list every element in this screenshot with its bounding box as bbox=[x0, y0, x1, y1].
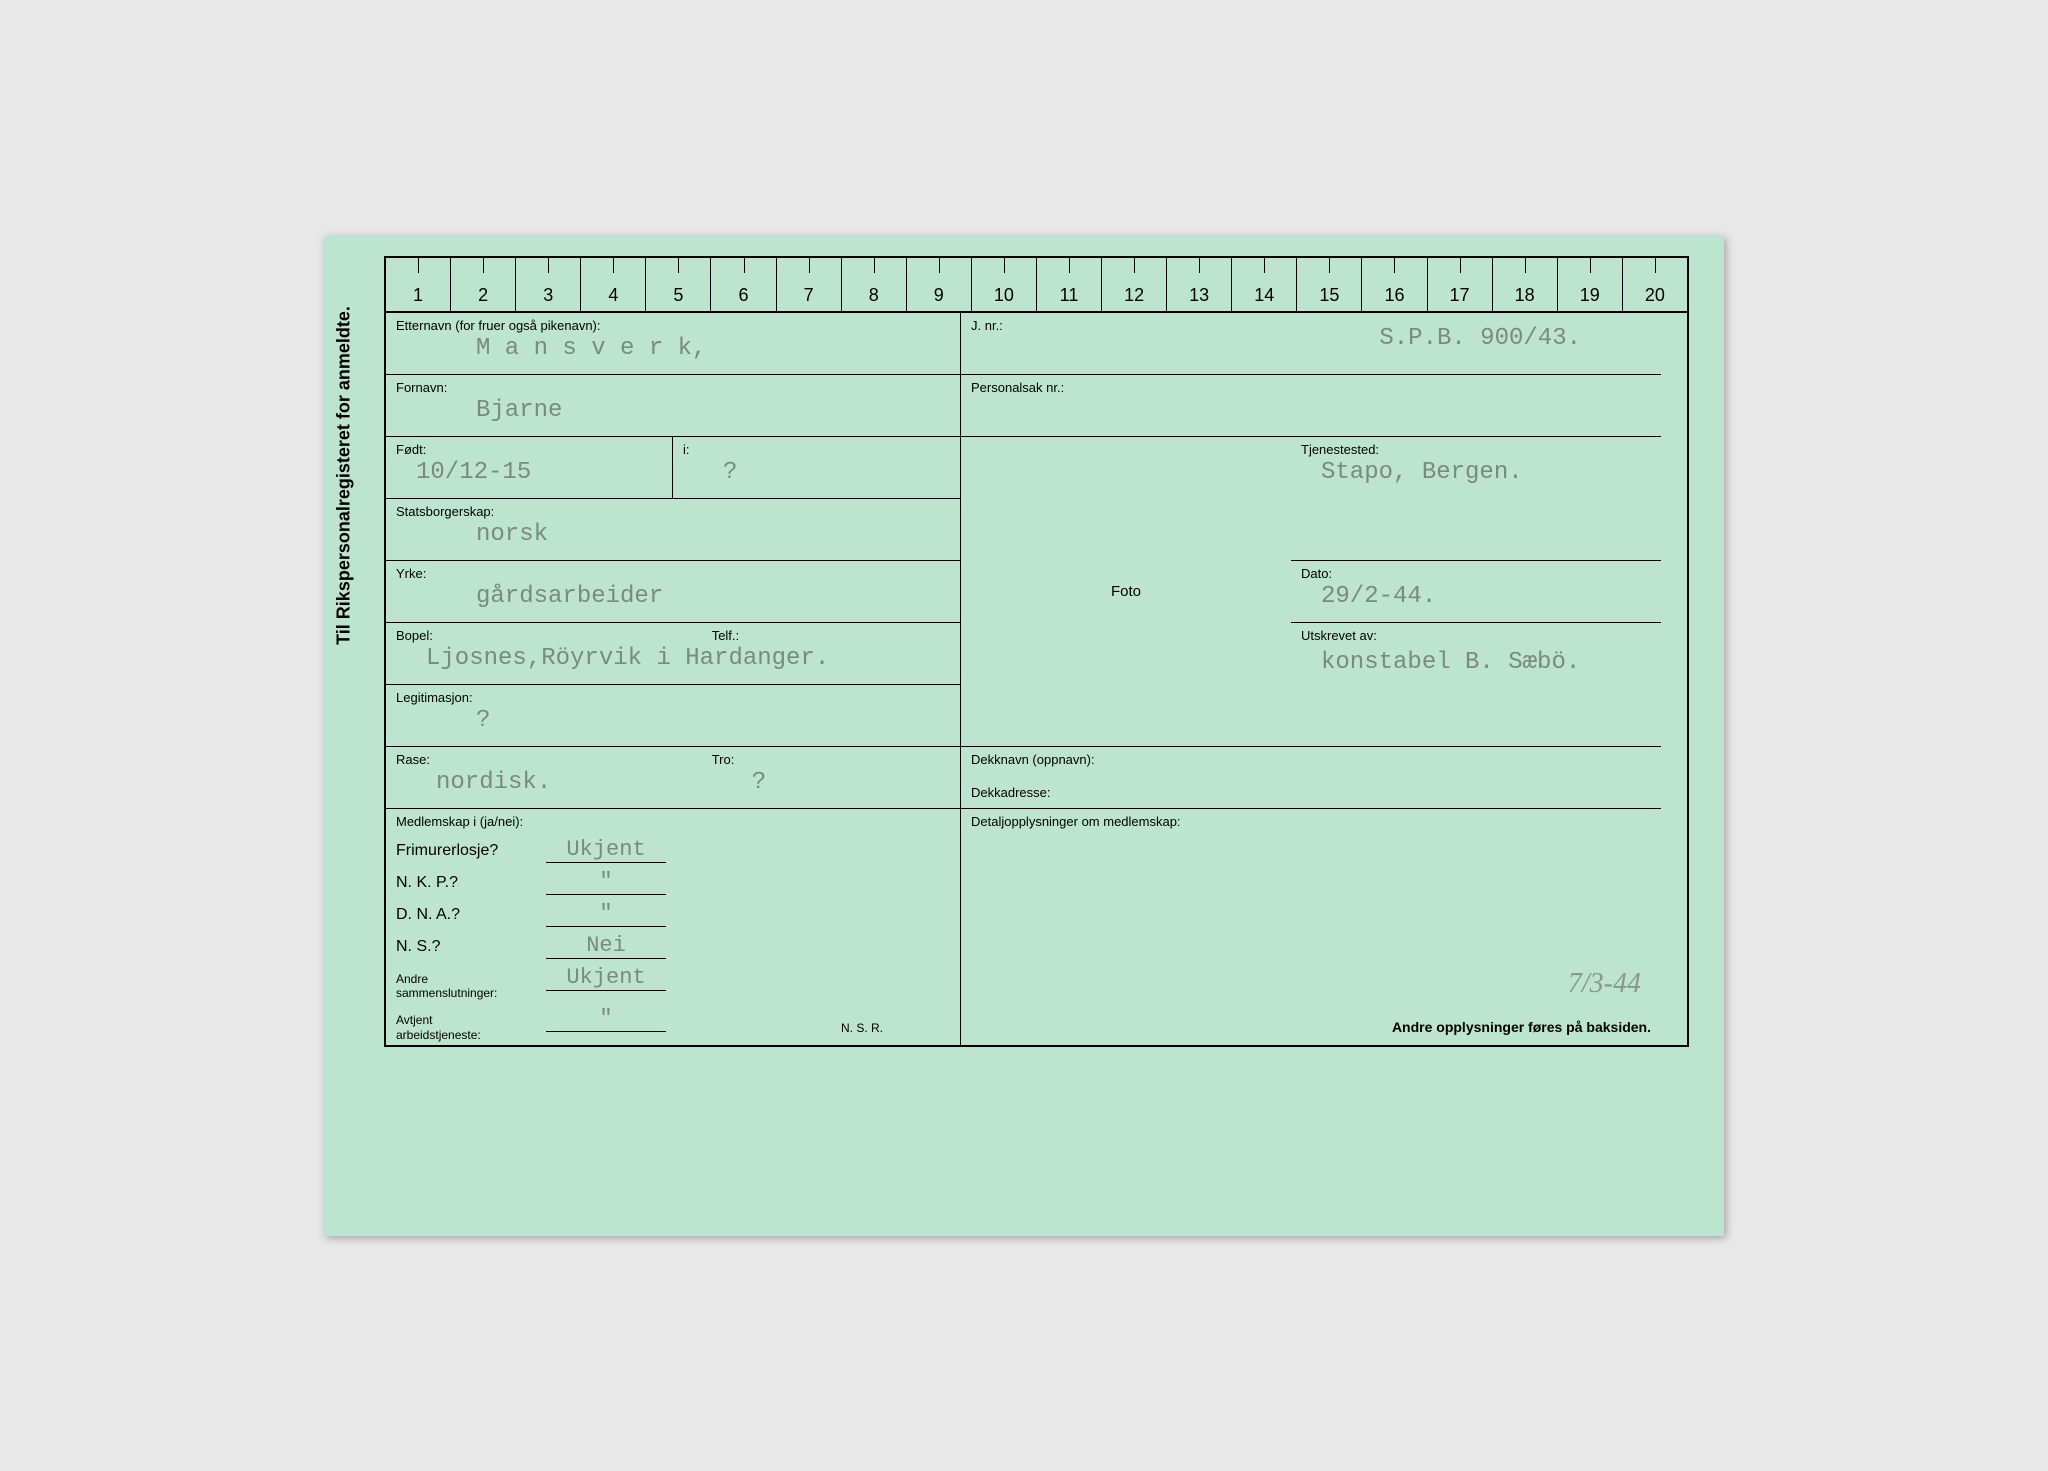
label-dato: Dato: bbox=[1301, 566, 1651, 581]
field-statsborgerskap: Statsborgerskap: norsk bbox=[386, 499, 961, 561]
handwritten-date: 7/3-44 bbox=[1568, 968, 1641, 1000]
ruler-cell: 13 bbox=[1167, 258, 1232, 311]
field-tjenestested: Tjenestested: Stapo, Bergen. bbox=[1291, 437, 1661, 561]
value-fodt-i: ? bbox=[683, 459, 950, 486]
membership-label: Andre sammenslutninger: bbox=[396, 972, 546, 1001]
value-utskrevet: konstabel B. Sæbö. bbox=[1301, 645, 1651, 681]
ruler-cell: 6 bbox=[711, 258, 776, 311]
membership-label: D. N. A.? bbox=[396, 906, 546, 924]
ruler-cell: 7 bbox=[777, 258, 842, 311]
ruler-row: 1234567891011121314151617181920 bbox=[384, 256, 1689, 311]
label-telf: Telf.: bbox=[712, 628, 950, 643]
ruler-cell: 20 bbox=[1623, 258, 1687, 311]
value-bopel: Ljosnes,Röyrvik i Hardanger. bbox=[386, 645, 829, 672]
membership-label: N. K. P.? bbox=[396, 874, 546, 892]
label-fornavn: Fornavn: bbox=[396, 380, 950, 395]
registration-card: Til Rikspersonalregisteret for anmeldte.… bbox=[324, 236, 1724, 1236]
field-jnr: J. nr.: S.P.B. 900/43. bbox=[961, 313, 1661, 375]
label-dekknavn: Dekknavn (oppnavn): bbox=[971, 752, 1651, 767]
membership-value: Ukjent bbox=[546, 965, 666, 991]
field-rase-row: Rase: nordisk. Tro: ? bbox=[386, 747, 961, 809]
value-tjenestested: Stapo, Bergen. bbox=[1301, 459, 1651, 486]
ruler-cell: 15 bbox=[1297, 258, 1362, 311]
field-etternavn: Etternavn (for fruer også pikenavn): M a… bbox=[386, 313, 961, 375]
ruler-cell: 14 bbox=[1232, 258, 1297, 311]
field-bopel-row: Bopel: Telf.: Ljosnes,Röyrvik i Hardange… bbox=[386, 623, 961, 685]
label-fodt-i: i: bbox=[683, 442, 950, 457]
label-bopel: Bopel: bbox=[396, 628, 692, 643]
value-statsborgerskap: norsk bbox=[396, 521, 950, 548]
label-etternavn: Etternavn (for fruer også pikenavn): bbox=[396, 318, 950, 333]
value-dato: 29/2-44. bbox=[1301, 583, 1651, 610]
ruler-cell: 16 bbox=[1362, 258, 1427, 311]
membership-section: Medlemskap i (ja/nei): Frimurerlosje?Ukj… bbox=[386, 809, 961, 1046]
ruler-cell: 19 bbox=[1558, 258, 1623, 311]
label-dekkadresse: Dekkadresse: bbox=[971, 785, 1651, 800]
field-legitimasjon: Legitimasjon: ? bbox=[386, 685, 961, 747]
ruler-cell: 8 bbox=[842, 258, 907, 311]
field-rase: Rase: nordisk. bbox=[386, 747, 702, 808]
details-section: Detaljopplysninger om medlemskap: N. S. … bbox=[961, 809, 1661, 1046]
membership-value: Ukjent bbox=[546, 837, 666, 863]
ruler-cell: 4 bbox=[581, 258, 646, 311]
field-yrke: Yrke: gårdsarbeider bbox=[386, 561, 961, 623]
ruler-cell: 9 bbox=[907, 258, 972, 311]
field-fodt: Født: 10/12-15 bbox=[386, 437, 673, 498]
label-fodt: Født: bbox=[396, 442, 662, 457]
footer-text: Andre opplysninger føres på baksiden. bbox=[1392, 1019, 1651, 1035]
membership-header: Medlemskap i (ja/nei): bbox=[386, 809, 960, 834]
label-statsborgerskap: Statsborgerskap: bbox=[396, 504, 950, 519]
label-rase: Rase: bbox=[396, 752, 692, 767]
membership-value: " bbox=[546, 901, 666, 927]
membership-row: Frimurerlosje?Ukjent bbox=[386, 834, 960, 866]
foto-label: Foto bbox=[1111, 583, 1141, 600]
value-rase: nordisk. bbox=[396, 769, 692, 796]
label-yrke: Yrke: bbox=[396, 566, 950, 581]
membership-row: D. N. A.?" bbox=[386, 898, 960, 930]
field-fodt-row: Født: 10/12-15 i: ? bbox=[386, 437, 961, 499]
nsr-label: N. S. R. bbox=[841, 1021, 883, 1035]
ruler-cell: 2 bbox=[451, 258, 516, 311]
membership-value: " bbox=[546, 869, 666, 895]
membership-row: Andre sammenslutninger:Ukjent bbox=[386, 962, 960, 1004]
value-tro: ? bbox=[712, 769, 950, 796]
field-fodt-i: i: ? bbox=[673, 437, 960, 498]
membership-label: Avtjent arbeidstjeneste: bbox=[396, 1013, 546, 1042]
ruler-cell: 18 bbox=[1493, 258, 1558, 311]
label-personalsak: Personalsak nr.: bbox=[971, 380, 1651, 395]
membership-value: Nei bbox=[546, 933, 666, 959]
ruler-cell: 3 bbox=[516, 258, 581, 311]
membership-label: Frimurerlosje? bbox=[396, 842, 546, 860]
membership-value: " bbox=[546, 1006, 666, 1032]
membership-row: N. S.?Nei bbox=[386, 930, 960, 962]
membership-row: N. K. P.?" bbox=[386, 866, 960, 898]
value-legitimasjon: ? bbox=[396, 707, 950, 734]
main-form-grid: Etternavn (for fruer også pikenavn): M a… bbox=[384, 311, 1689, 1048]
ruler-cell: 12 bbox=[1102, 258, 1167, 311]
ruler-cell: 1 bbox=[386, 258, 451, 311]
ruler-cell: 11 bbox=[1037, 258, 1102, 311]
value-fodt: 10/12-15 bbox=[396, 459, 662, 486]
value-jnr: S.P.B. 900/43. bbox=[1379, 325, 1581, 352]
label-tro: Tro: bbox=[712, 752, 950, 767]
field-dekknavn: Dekknavn (oppnavn): Dekkadresse: bbox=[961, 747, 1661, 809]
field-personalsak: Personalsak nr.: bbox=[961, 375, 1661, 437]
value-yrke: gårdsarbeider bbox=[396, 583, 950, 610]
field-fornavn: Fornavn: Bjarne bbox=[386, 375, 961, 437]
value-fornavn: Bjarne bbox=[396, 397, 950, 424]
details-header: Detaljopplysninger om medlemskap: bbox=[971, 814, 1651, 829]
vertical-title: Til Rikspersonalregisteret for anmeldte. bbox=[334, 306, 355, 645]
label-utskrevet: Utskrevet av: bbox=[1301, 628, 1651, 643]
foto-area: Foto bbox=[961, 437, 1291, 747]
value-etternavn: M a n s v e r k, bbox=[396, 335, 950, 362]
ruler-cell: 17 bbox=[1428, 258, 1493, 311]
field-tro: Tro: ? bbox=[702, 747, 960, 808]
ruler-cell: 5 bbox=[646, 258, 711, 311]
membership-label: N. S.? bbox=[396, 938, 546, 956]
field-dato: Dato: 29/2-44. bbox=[1291, 561, 1661, 623]
label-legitimasjon: Legitimasjon: bbox=[396, 690, 950, 705]
field-utskrevet: Utskrevet av: konstabel B. Sæbö. bbox=[1291, 623, 1661, 747]
label-tjenestested: Tjenestested: bbox=[1301, 442, 1651, 457]
ruler-cell: 10 bbox=[972, 258, 1037, 311]
